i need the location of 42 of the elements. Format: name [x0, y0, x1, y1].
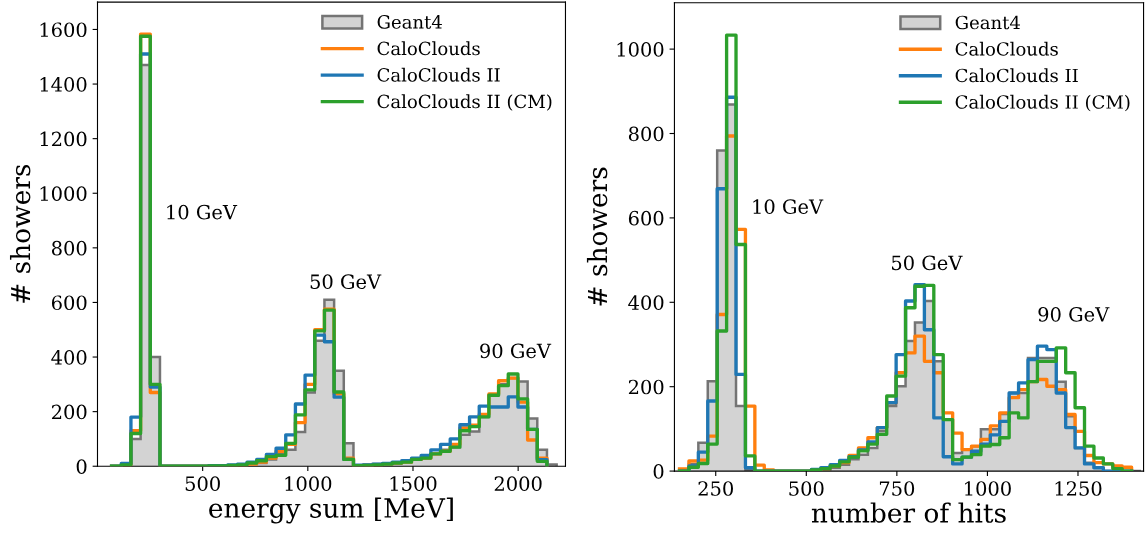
- legend-label: Geant4: [955, 15, 1020, 30]
- y-axis-title: # showers: [9, 164, 31, 303]
- annotation: 10 GeV: [167, 204, 238, 220]
- x-tick-label: 500: [185, 476, 220, 492]
- x-tick-label: 1500: [390, 476, 437, 492]
- y-tick-label: 1000: [617, 42, 664, 57]
- x-tick-label: 1000: [285, 476, 332, 492]
- y-tick-label: 800: [51, 240, 87, 256]
- x-tick-label: 750: [879, 481, 915, 496]
- y-tick-label: 800: [628, 126, 664, 142]
- x-tick-label: 1250: [1055, 481, 1102, 496]
- x-tick-label: 500: [789, 481, 824, 496]
- x-tick-label: 1000: [965, 481, 1011, 496]
- x-axis-title: number of hits: [811, 502, 1006, 523]
- y-tick-label: 1400: [40, 77, 87, 92]
- y-tick-label: 400: [628, 295, 664, 310]
- y-tick-label: 200: [51, 404, 87, 420]
- legend-label: CaloClouds: [955, 41, 1058, 56]
- y-tick-label: 1600: [40, 22, 87, 38]
- legend-label: Geant4: [377, 15, 442, 29]
- annotation: 50 GeV: [310, 274, 382, 290]
- legend-label: CaloClouds II (CM): [955, 94, 1130, 112]
- annotation: 90 GeV: [1038, 306, 1110, 322]
- annotation: 50 GeV: [892, 255, 963, 271]
- x-tick-label: 2000: [494, 476, 542, 492]
- x-axis-title: energy sum [MeV]: [209, 497, 453, 524]
- legend-label: CaloClouds: [377, 41, 480, 56]
- y-tick-label: 600: [628, 210, 664, 226]
- y-axis-title: # showers: [586, 167, 608, 306]
- legend-label: CaloClouds II (CM): [377, 94, 552, 111]
- y-tick-label: 400: [51, 350, 87, 365]
- y-tick-label: 0: [653, 464, 664, 479]
- legend-label: CaloClouds II: [955, 68, 1078, 83]
- annotation: 10 GeV: [753, 199, 824, 214]
- y-tick-label: 200: [628, 379, 664, 395]
- y-tick-label: 600: [51, 295, 87, 311]
- y-tick-label: 0: [76, 459, 87, 474]
- annotation: 90 GeV: [480, 343, 552, 359]
- y-tick-label: 1000: [40, 186, 87, 201]
- x-tick-label: 250: [698, 481, 733, 496]
- legend-label: CaloClouds II: [377, 67, 500, 82]
- y-tick-label: 1200: [40, 131, 87, 147]
